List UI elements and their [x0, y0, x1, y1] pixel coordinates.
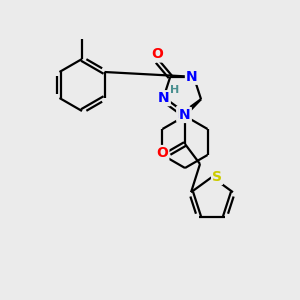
Text: H: H [170, 85, 180, 95]
Text: N: N [158, 91, 170, 105]
Text: O: O [152, 47, 163, 61]
Text: N: N [179, 108, 191, 122]
Text: N: N [186, 70, 198, 84]
Text: N: N [177, 107, 189, 121]
Text: O: O [157, 146, 168, 160]
Text: S: S [212, 170, 222, 184]
